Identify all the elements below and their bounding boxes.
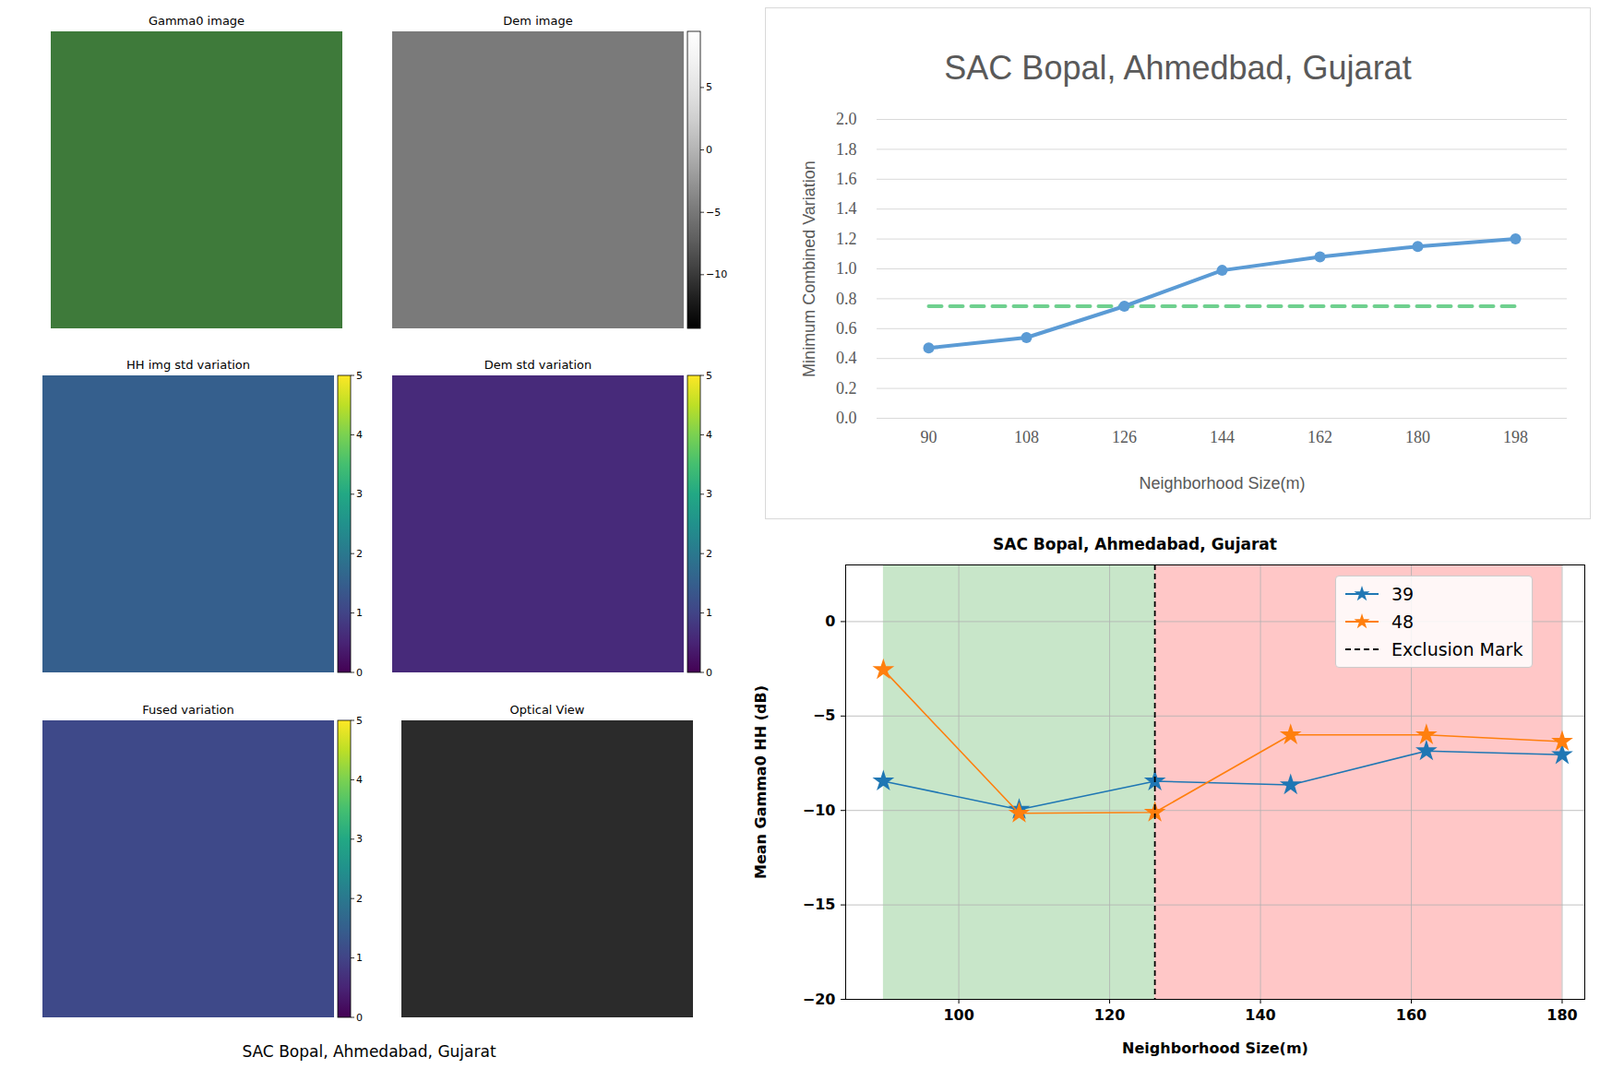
svg-text:1: 1 bbox=[356, 952, 363, 965]
svg-text:0.4: 0.4 bbox=[835, 348, 858, 368]
html-text:48: 48 bbox=[1391, 611, 1414, 633]
svg-text:Optical View: Optical View bbox=[510, 703, 586, 717]
svg-text:1: 1 bbox=[356, 607, 363, 620]
svg-text:162: 162 bbox=[1307, 428, 1333, 447]
svg-text:0: 0 bbox=[824, 612, 836, 631]
svg-text:3: 3 bbox=[356, 833, 363, 846]
svg-text:2: 2 bbox=[356, 893, 363, 906]
svg-text:0.6: 0.6 bbox=[835, 319, 858, 338]
svg-text:180: 180 bbox=[1405, 428, 1431, 447]
svg-text:1.4: 1.4 bbox=[835, 199, 858, 218]
svg-text:Fused variation: Fused variation bbox=[142, 703, 235, 717]
svg-text:160: 160 bbox=[1396, 1006, 1427, 1025]
svg-text:0: 0 bbox=[356, 667, 363, 680]
html-text:39: 39 bbox=[1391, 584, 1414, 605]
svg-text:0.0: 0.0 bbox=[835, 408, 858, 428]
svg-text:3: 3 bbox=[356, 488, 363, 501]
svg-text:1: 1 bbox=[705, 607, 713, 620]
svg-text:−15: −15 bbox=[802, 895, 836, 914]
svg-text:0: 0 bbox=[705, 667, 713, 680]
svg-text:Dem image: Dem image bbox=[502, 13, 573, 28]
svg-text:90: 90 bbox=[920, 428, 938, 447]
svg-text:2.0: 2.0 bbox=[835, 109, 858, 129]
svg-text:4: 4 bbox=[356, 429, 363, 442]
svg-text:5: 5 bbox=[705, 81, 713, 94]
svg-text:1.2: 1.2 bbox=[835, 229, 858, 249]
svg-text:1.6: 1.6 bbox=[835, 169, 858, 189]
svg-text:1.0: 1.0 bbox=[835, 259, 858, 278]
svg-text:5: 5 bbox=[356, 715, 363, 728]
svg-text:1.8: 1.8 bbox=[835, 140, 858, 159]
html-text:SAC Bopal, Ahmedbad, Gujarat: SAC Bopal, Ahmedbad, Gujarat bbox=[944, 48, 1412, 87]
svg-text:0: 0 bbox=[356, 1012, 363, 1025]
svg-text:198: 198 bbox=[1503, 428, 1529, 447]
svg-text:5: 5 bbox=[356, 370, 363, 383]
svg-text:Neighborhood Size(m): Neighborhood Size(m) bbox=[1138, 474, 1305, 493]
svg-text:2: 2 bbox=[705, 548, 713, 561]
svg-text:144: 144 bbox=[1209, 428, 1235, 447]
svg-text:4: 4 bbox=[705, 429, 713, 442]
svg-text:3: 3 bbox=[705, 488, 713, 501]
svg-text:−5: −5 bbox=[705, 206, 721, 219]
html-text:Exclusion Mark: Exclusion Mark bbox=[1391, 639, 1523, 660]
svg-text:Minimum Combined Variation: Minimum Combined Variation bbox=[800, 160, 819, 378]
svg-text:2: 2 bbox=[356, 548, 363, 561]
svg-text:140: 140 bbox=[1244, 1006, 1276, 1025]
svg-text:Mean Gamma0 HH (dB): Mean Gamma0 HH (dB) bbox=[752, 685, 770, 880]
svg-text:5: 5 bbox=[705, 370, 713, 383]
svg-text:126: 126 bbox=[1111, 428, 1137, 447]
svg-text:0.8: 0.8 bbox=[835, 289, 858, 309]
svg-text:4: 4 bbox=[356, 774, 363, 787]
svg-text:−10: −10 bbox=[705, 268, 728, 281]
svg-text:Gamma0 image: Gamma0 image bbox=[148, 13, 245, 28]
svg-text:Neighborhood Size(m): Neighborhood Size(m) bbox=[1122, 1039, 1309, 1058]
svg-text:0.2: 0.2 bbox=[835, 379, 858, 398]
svg-text:108: 108 bbox=[1014, 428, 1039, 447]
svg-text:−10: −10 bbox=[802, 801, 836, 820]
svg-text:100: 100 bbox=[943, 1006, 974, 1025]
svg-text:Dem std variation: Dem std variation bbox=[484, 358, 593, 372]
svg-text:SAC Bopal, Ahmedabad, Gujarat: SAC Bopal, Ahmedabad, Gujarat bbox=[241, 1042, 496, 1062]
svg-text:180: 180 bbox=[1546, 1006, 1577, 1025]
svg-text:HH img std variation: HH img std variation bbox=[126, 358, 251, 372]
svg-text:−20: −20 bbox=[802, 991, 836, 1009]
svg-text:0: 0 bbox=[705, 143, 713, 156]
svg-text:120: 120 bbox=[1094, 1006, 1125, 1025]
svg-text:−5: −5 bbox=[812, 706, 836, 725]
html-text:SAC Bopal, Ahmedabad, Gujarat: SAC Bopal, Ahmedabad, Gujarat bbox=[992, 535, 1278, 554]
